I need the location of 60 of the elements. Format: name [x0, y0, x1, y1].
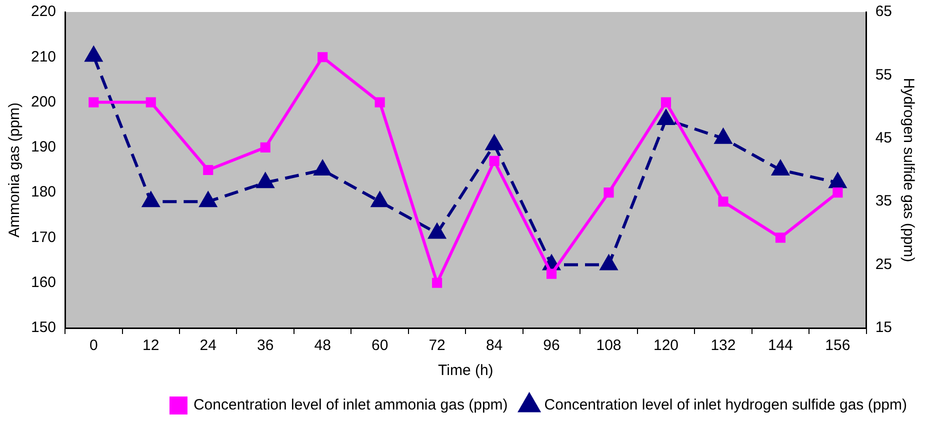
point: [88, 97, 99, 108]
x-tick-label: 132: [710, 337, 736, 354]
y-tick-label: 200: [30, 93, 56, 110]
y2-tick-label: 25: [875, 256, 892, 273]
y2-tick-label: 15: [875, 319, 892, 336]
point: [318, 52, 328, 62]
point: [489, 156, 500, 166]
legend-label: Concentration level of inlet ammonia gas (ppm): [193, 396, 508, 414]
x-tick-label: 12: [142, 337, 160, 354]
point: [146, 97, 156, 108]
y-tick-label: 180: [30, 184, 56, 201]
point: [85, 46, 102, 62]
y-tick-label: 220: [30, 3, 56, 20]
point: [260, 142, 270, 152]
point: [142, 192, 160, 208]
point: [658, 110, 674, 125]
point: [486, 135, 503, 150]
point: [314, 160, 332, 176]
point: [203, 164, 214, 176]
point: [829, 173, 846, 188]
point: [604, 188, 614, 198]
point: [714, 128, 732, 144]
point: [718, 196, 728, 207]
point: [832, 188, 843, 198]
y2-tick-label: 35: [875, 192, 892, 210]
legend-label: Concentration level of inlet hydrogen sulfide gas (ppm): [544, 396, 908, 414]
y2-tick-label: 65: [875, 3, 892, 20]
point: [200, 192, 217, 208]
x-tick-label: 96: [543, 337, 560, 354]
x-tick-label: 48: [314, 337, 331, 354]
y-tick-label: 210: [30, 48, 56, 66]
x-tick-label: 84: [486, 337, 503, 354]
x-tick-label: 120: [653, 337, 679, 354]
x-tick-label: 24: [200, 337, 216, 354]
x-tick-label: 144: [768, 337, 793, 354]
y2-axis-title: Hydrogen sulfide gas (ppm): [900, 78, 917, 262]
y-tick-label: 150: [30, 319, 56, 336]
x-axis-title: Time (h): [438, 362, 494, 380]
y2-tick-label: 55: [875, 66, 892, 84]
x-tick-label: 36: [257, 337, 274, 354]
y-tick-label: 160: [30, 274, 56, 291]
point: [374, 97, 385, 108]
point: [660, 97, 672, 108]
y-axis-title: Ammonia gas (ppm): [6, 102, 24, 238]
x-tick-label: 108: [596, 337, 622, 354]
point: [428, 224, 446, 239]
point: [600, 255, 618, 270]
x-tick-label: 0: [89, 337, 98, 354]
x-tick-label: 156: [825, 337, 850, 354]
x-tick-label: 60: [371, 337, 388, 354]
y2-tick-label: 45: [875, 130, 892, 147]
y-tick-label: 190: [30, 138, 56, 156]
y-tick-label: 170: [30, 228, 56, 246]
point: [256, 173, 274, 188]
point: [546, 268, 557, 279]
point: [432, 278, 442, 288]
point: [775, 232, 786, 243]
x-tick-label: 72: [428, 337, 446, 354]
point: [371, 192, 388, 208]
point: [772, 160, 789, 176]
